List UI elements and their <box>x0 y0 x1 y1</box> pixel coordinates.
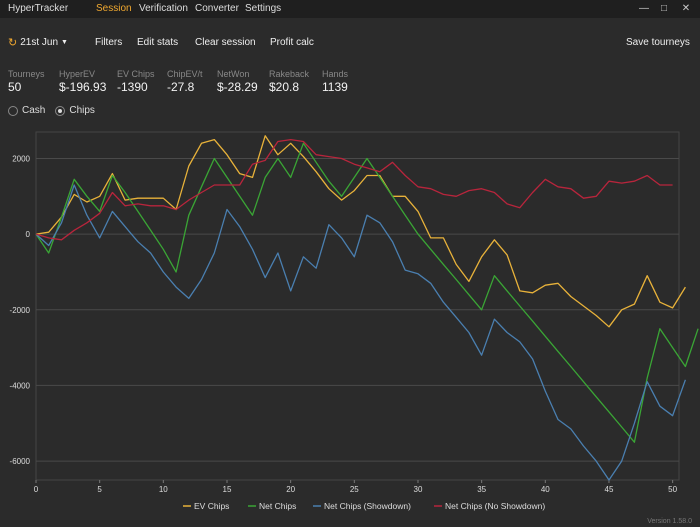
stat-value: $-28.29 <box>217 80 258 94</box>
stat-label: EV Chips <box>117 69 155 79</box>
x-tick-label: 0 <box>34 485 39 494</box>
save-tourneys-button[interactable]: Save tourneys <box>626 37 690 48</box>
stat-value: 1139 <box>322 80 348 94</box>
x-tick-label: 50 <box>668 485 677 494</box>
y-tick-label: -6000 <box>10 457 31 466</box>
stat-tourneys: Tourneys 50 <box>8 69 45 94</box>
tab-settings[interactable]: Settings <box>245 3 282 14</box>
app-title: HyperTracker <box>8 3 69 14</box>
series-line-1 <box>35 142 699 443</box>
stat-hyperev: HyperEV $-196.93 <box>59 69 106 94</box>
y-tick-label: 0 <box>26 230 31 239</box>
plot-frame <box>35 131 680 481</box>
x-tick-label: 20 <box>286 485 295 494</box>
chips-label[interactable]: Chips <box>69 105 95 116</box>
stat-value: $-196.93 <box>59 80 107 94</box>
legend-label: Net Chips (Showdown) <box>324 501 411 511</box>
x-tick-label: 30 <box>414 485 423 494</box>
stat-label: Tourneys <box>8 69 45 79</box>
y-tick-label: -4000 <box>10 381 31 390</box>
series-line-3 <box>35 138 673 241</box>
tab-session[interactable]: Session <box>96 3 132 14</box>
stat-label: Rakeback <box>269 69 310 79</box>
profit-calc-button[interactable]: Profit calc <box>270 37 314 48</box>
x-tick-label: 35 <box>477 485 486 494</box>
series-line-0 <box>35 135 686 328</box>
x-tick-label: 45 <box>605 485 614 494</box>
x-tick-label: 10 <box>159 485 168 494</box>
legend-label: Net Chips <box>259 501 296 511</box>
tab-verification[interactable]: Verification <box>139 3 188 14</box>
title-bar: HyperTracker Session Verification Conver… <box>0 0 700 18</box>
stat-value: -1390 <box>117 80 148 94</box>
stat-value: 50 <box>8 80 22 94</box>
stat-netwon: NetWon $-28.29 <box>217 69 258 94</box>
x-tick-label: 15 <box>223 485 232 494</box>
maximize-icon[interactable]: □ <box>660 3 668 14</box>
stat-value: $20.8 <box>269 80 300 94</box>
legend-label: Net Chips (No Showdown) <box>445 501 545 511</box>
chips-chart: 2000 0 -2000 -4000 -6000 0 5 10 15 20 25 30 35 40 45 50… <box>10 131 699 511</box>
date-selector[interactable]: ↻ 21st Jun ▼ <box>8 36 68 49</box>
stat-label: NetWon <box>217 69 250 79</box>
cash-label[interactable]: Cash <box>22 105 46 116</box>
minimize-icon[interactable]: — <box>639 3 649 14</box>
stat-label: ChipEV/t <box>167 69 203 79</box>
mode-toggle: Cash Chips <box>8 105 95 116</box>
cash-radio[interactable] <box>8 105 18 116</box>
series-line-2 <box>35 184 687 481</box>
x-tick-label: 40 <box>541 485 550 494</box>
clear-session-button[interactable]: Clear session <box>195 37 256 48</box>
legend-label: EV Chips <box>194 501 229 511</box>
y-tick-label: -2000 <box>10 306 31 315</box>
x-tick-label: 25 <box>350 485 359 494</box>
stat-value: -27.8 <box>167 80 195 94</box>
filters-button[interactable]: Filters <box>95 37 123 48</box>
stat-chipev-per-t: ChipEV/t -27.8 <box>167 69 203 94</box>
refresh-icon[interactable]: ↻ <box>8 37 18 49</box>
stat-rakeback: Rakeback $20.8 <box>269 69 309 94</box>
y-tick-label: 2000 <box>12 154 30 163</box>
close-icon[interactable]: ✕ <box>681 3 691 14</box>
stat-label: HyperEV <box>59 69 96 79</box>
tab-converter[interactable]: Converter <box>195 3 239 14</box>
version-label: Version 1.58.0 <box>647 518 692 525</box>
stat-hands: Hands 1139 <box>322 69 348 94</box>
x-tick-label: 5 <box>97 485 102 494</box>
chips-radio[interactable] <box>55 105 66 116</box>
edit-stats-button[interactable]: Edit stats <box>137 37 179 48</box>
date-label: 21st Jun <box>20 37 59 48</box>
stat-label: Hands <box>322 69 349 79</box>
chevron-down-icon: ▼ <box>61 39 68 46</box>
stat-ev-chips: EV Chips -1390 <box>117 69 155 94</box>
